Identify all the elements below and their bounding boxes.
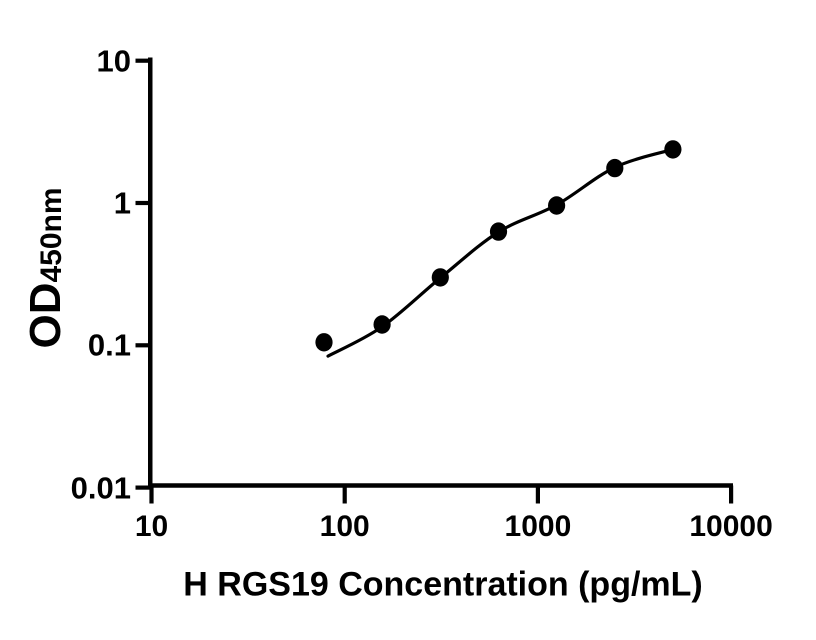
x-tick-label: 100	[319, 510, 370, 543]
data-point	[664, 140, 682, 159]
y-tick-label: 1	[113, 185, 131, 221]
y-tick-label: 0.01	[70, 470, 131, 506]
data-point	[606, 158, 624, 178]
y-axis-title-text: OD	[21, 282, 70, 349]
data-point	[431, 268, 449, 287]
y-tick-label: 10	[96, 43, 131, 79]
x-tick-label: 10	[134, 510, 169, 543]
data-point	[548, 196, 566, 215]
y-axis-title-subscript: 450nm	[35, 187, 68, 283]
x-axis-title: H RGS19 Concentration (pg/mL)	[183, 565, 703, 604]
x-tick-label: 10000	[689, 510, 773, 543]
data-point	[315, 333, 333, 352]
x-tick-label: 1000	[504, 510, 572, 543]
y-tick-label: 0.1	[87, 327, 131, 363]
y-axis-title: OD450nm	[21, 187, 71, 348]
data-point	[489, 222, 508, 241]
data-point	[373, 315, 391, 334]
